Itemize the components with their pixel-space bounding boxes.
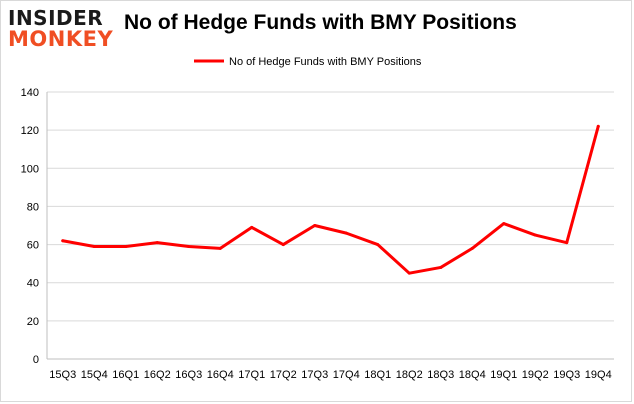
data-point xyxy=(281,243,285,247)
y-tick-label: 100 xyxy=(21,163,39,175)
y-tick-label: 140 xyxy=(21,87,39,99)
x-tick-label: 15Q4 xyxy=(81,369,108,381)
y-tick-label: 0 xyxy=(33,354,39,366)
series-group xyxy=(61,124,600,275)
data-point xyxy=(187,244,191,248)
data-point xyxy=(376,243,380,247)
data-point xyxy=(250,225,254,229)
axes xyxy=(46,92,614,360)
data-point xyxy=(439,265,443,269)
series-line xyxy=(61,124,600,275)
x-axis-ticks: 15Q3 15Q4 16Q1 16Q2 16Q3 16Q4 17Q1 17Q2 17Q3 17Q4… xyxy=(49,369,611,381)
y-tick-label: 20 xyxy=(27,316,39,328)
x-tick-label: 16Q2 xyxy=(144,369,171,381)
chart-title: No of Hedge Funds with BMY Positions xyxy=(124,11,517,34)
x-tick-label: 17Q1 xyxy=(238,369,265,381)
data-point xyxy=(344,231,348,235)
data-point xyxy=(407,271,411,275)
x-tick-label: 18Q1 xyxy=(364,369,391,381)
x-tick-label: 17Q2 xyxy=(270,369,297,381)
x-tick-label: 19Q2 xyxy=(522,369,549,381)
legend-label: No of Hedge Funds with BMY Positions xyxy=(229,56,422,68)
data-point xyxy=(313,224,317,227)
data-point xyxy=(596,124,600,128)
x-tick-label: 18Q3 xyxy=(427,369,454,381)
y-tick-label: 80 xyxy=(27,201,39,213)
data-point xyxy=(218,246,222,250)
legend: No of Hedge Funds with BMY Positions xyxy=(194,56,422,68)
x-tick-label: 19Q4 xyxy=(585,369,612,381)
x-tick-label: 18Q2 xyxy=(396,369,423,381)
data-point xyxy=(61,239,65,243)
y-tick-label: 120 xyxy=(21,125,39,137)
data-point xyxy=(124,244,128,248)
logo-line-1: INSIDER xyxy=(8,6,104,30)
y-tick-label: 60 xyxy=(27,240,39,252)
x-tick-label: 17Q4 xyxy=(333,369,360,381)
insider-monkey-logo: INSIDER MONKEY xyxy=(6,6,118,54)
x-tick-label: 16Q1 xyxy=(112,369,139,381)
data-point xyxy=(155,241,159,245)
data-point xyxy=(92,244,96,248)
data-point xyxy=(470,246,474,250)
x-tick-label: 17Q3 xyxy=(301,369,328,381)
y-tick-label: 40 xyxy=(27,278,39,290)
x-tick-label: 15Q3 xyxy=(49,369,76,381)
x-tick-label: 19Q3 xyxy=(553,369,580,381)
data-point xyxy=(565,241,569,245)
y-axis-ticks: 0 20 40 60 80 100 120 140 xyxy=(21,87,39,366)
x-tick-label: 19Q1 xyxy=(490,369,517,381)
x-tick-label: 18Q4 xyxy=(459,369,486,381)
x-tick-label: 16Q4 xyxy=(207,369,234,381)
logo-line-2: MONKEY xyxy=(8,27,114,51)
data-point xyxy=(533,233,537,237)
gridlines xyxy=(47,91,614,322)
x-tick-label: 16Q3 xyxy=(175,369,202,381)
data-point xyxy=(502,222,506,226)
